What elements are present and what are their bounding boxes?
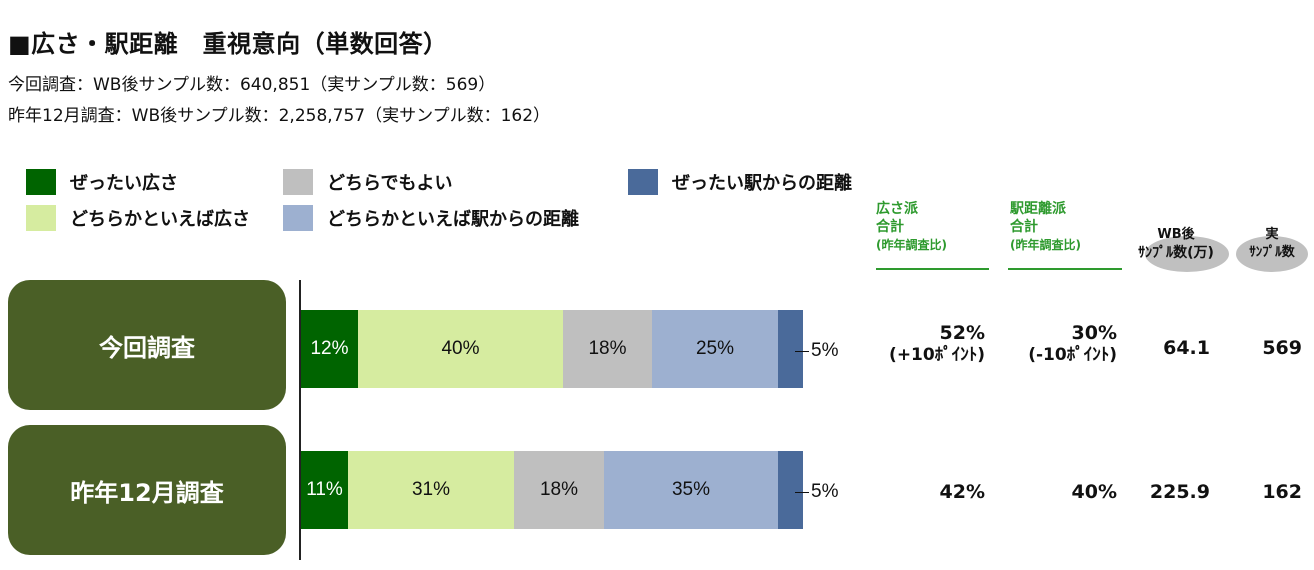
segment-dochiraka-eki: 35%	[604, 451, 778, 529]
header-line: (昨年調査比)	[876, 238, 947, 252]
wb-sample-previous: 225.9	[1149, 481, 1210, 503]
header-line: ｻﾝﾌﾟﾙ数	[1249, 245, 1295, 260]
value-label: 5%	[811, 481, 839, 502]
legend-item-dochiraka-hirosa: どちらかといえば広さ	[26, 205, 250, 231]
legend-label: どちらかといえば広さ	[70, 209, 250, 230]
oval-bg	[1236, 236, 1308, 272]
segment-zettai-hirosa: 11%	[301, 451, 348, 529]
subtitle-current: 今回調査：WB後サンプル数：640,851（実サンプル数：569）	[8, 75, 496, 95]
wb-sample-current: 64.1	[1163, 337, 1210, 359]
header-wb-sample: WB後 ｻﾝﾌﾟﾙ数(万)	[1120, 226, 1232, 262]
legend-swatch	[26, 205, 56, 231]
segment-dochiraka-hirosa: 31%	[348, 451, 514, 529]
segment-dochira-demo: 18%	[514, 451, 604, 529]
leader-line	[795, 491, 809, 493]
segment-dochiraka-eki: 25%	[652, 310, 778, 388]
legend-label: ぜったい広さ	[70, 173, 178, 194]
segment-dochira-demo: 18%	[563, 310, 652, 388]
diff-value: (+10ﾎﾟｲﾝﾄ)	[889, 345, 985, 365]
leader-line	[795, 350, 809, 352]
legend-item-zettai-hirosa: ぜったい広さ	[26, 169, 178, 195]
header-hiro-total: 広さ派 合計 (昨年調査比)	[876, 200, 947, 254]
hiro-total-current: 52% (+10ﾎﾟｲﾝﾄ)	[840, 322, 985, 366]
legend-swatch	[283, 205, 313, 231]
legend-item-zettai-eki: ぜったい駅からの距離	[628, 169, 852, 195]
legend-item-dochira-demo: どちらでもよい	[283, 169, 452, 195]
eki-total-current: 30% (-10ﾎﾟｲﾝﾄ)	[990, 322, 1117, 366]
header-underline	[1008, 268, 1122, 270]
oval-bg	[1145, 236, 1229, 272]
segment-dochiraka-hirosa: 40%	[358, 310, 563, 388]
y-axis-line	[299, 280, 301, 560]
legend-label: ぜったい駅からの距離	[672, 173, 852, 194]
bar-current: 12% 40% 18% 25%	[301, 310, 803, 388]
row-label-current: 今回調査	[8, 280, 286, 410]
header-line: (昨年調査比)	[1010, 238, 1081, 252]
header-line: 合計	[876, 219, 904, 235]
hiro-total-previous: 42%	[939, 481, 985, 503]
header-line: WB後	[1157, 227, 1195, 242]
real-sample-previous: 162	[1262, 481, 1302, 503]
diff-value: (-10ﾎﾟｲﾝﾄ)	[1028, 345, 1117, 365]
legend-label: どちらかといえば駅からの距離	[327, 209, 579, 230]
header-line: 実	[1265, 227, 1279, 242]
page-title: ■広さ・駅距離 重視意向（単数回答）	[8, 30, 448, 58]
label-zettai-eki-current: 5%	[795, 340, 838, 362]
row-label-previous: 昨年12月調査	[8, 425, 286, 555]
legend-swatch	[26, 169, 56, 195]
real-sample-current: 569	[1262, 337, 1302, 359]
legend-label: どちらでもよい	[327, 173, 453, 194]
header-real-sample: 実 ｻﾝﾌﾟﾙ数	[1234, 226, 1310, 262]
header-underline	[876, 268, 989, 270]
segment-zettai-eki	[778, 310, 803, 388]
value-label: 5%	[811, 340, 839, 361]
header-line: 駅距離派	[1010, 201, 1066, 217]
subtitle-previous: 昨年12月調査：WB後サンプル数：2,258,757（実サンプル数：162）	[8, 106, 551, 126]
eki-total-previous: 40%	[1071, 481, 1117, 503]
bar-previous: 11% 31% 18% 35%	[301, 451, 803, 529]
segment-zettai-hirosa: 12%	[301, 310, 358, 388]
segment-zettai-eki	[778, 451, 803, 529]
header-line: ｻﾝﾌﾟﾙ数(万)	[1138, 245, 1214, 261]
legend-item-dochiraka-eki: どちらかといえば駅からの距離	[283, 205, 579, 231]
legend-swatch	[283, 169, 313, 195]
value: 30%	[1071, 322, 1117, 344]
value: 52%	[939, 322, 985, 344]
header-line: 広さ派	[876, 201, 918, 217]
header-eki-total: 駅距離派 合計 (昨年調査比)	[1010, 200, 1081, 254]
legend-swatch	[628, 169, 658, 195]
header-line: 合計	[1010, 219, 1038, 235]
label-zettai-eki-previous: 5%	[795, 481, 838, 503]
